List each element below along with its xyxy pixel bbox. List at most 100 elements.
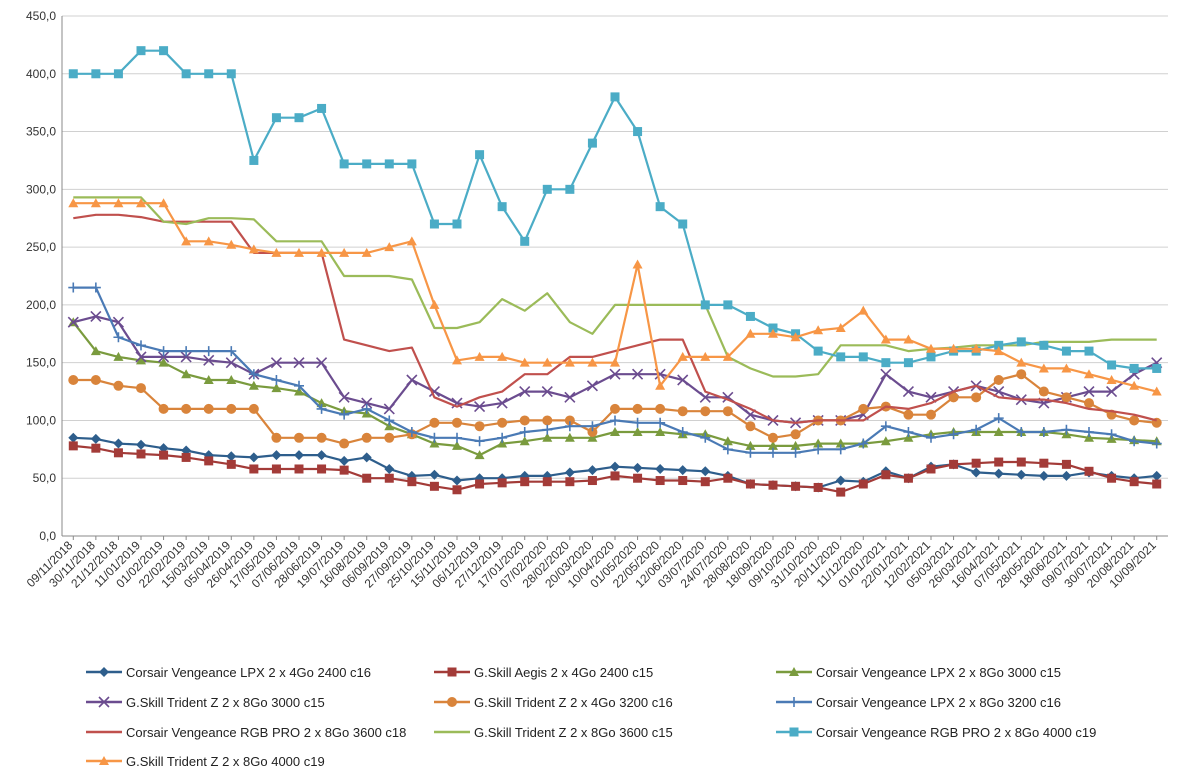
data-point [98, 696, 110, 708]
data-point [700, 351, 711, 361]
data-point [204, 456, 214, 466]
data-point [452, 485, 462, 495]
data-point [248, 380, 259, 390]
data-point [452, 432, 462, 443]
data-point [474, 351, 485, 361]
data-point [474, 421, 485, 432]
data-point [317, 103, 327, 113]
data-point [429, 481, 439, 491]
data-point [993, 375, 1004, 385]
data-point [361, 403, 372, 414]
data-point [789, 697, 799, 707]
data-point [1106, 429, 1117, 440]
data-point [587, 357, 598, 367]
data-point [655, 380, 666, 390]
y-tick-label: 300,0 [26, 182, 56, 196]
data-point [406, 374, 418, 386]
data-point [158, 351, 170, 363]
legend-label: Corsair Vengeance LPX 2 x 8Go 3200 c16 [816, 695, 1061, 710]
data-point [655, 403, 666, 414]
data-point [633, 127, 643, 137]
data-point [926, 409, 936, 420]
data-point [813, 482, 823, 492]
data-point [993, 346, 1004, 356]
data-point [520, 477, 530, 487]
series-group [68, 369, 1162, 449]
data-point [542, 477, 552, 487]
data-point [90, 310, 102, 323]
data-point [270, 357, 282, 369]
data-point [68, 198, 79, 208]
data-point [429, 417, 440, 428]
data-point [903, 473, 913, 483]
data-point [655, 476, 665, 486]
data-point [678, 476, 688, 486]
data-point [68, 282, 79, 293]
data-point [994, 457, 1004, 467]
data-point [158, 357, 169, 367]
data-point [722, 436, 733, 446]
data-point [1016, 369, 1027, 380]
data-point [655, 427, 666, 436]
data-point [564, 467, 575, 478]
data-point [447, 697, 457, 707]
data-point [610, 471, 620, 481]
data-point [835, 438, 846, 448]
data-point [632, 368, 644, 380]
data-point [768, 328, 778, 338]
data-point [587, 427, 598, 437]
data-point [632, 427, 643, 436]
data-point [1016, 357, 1027, 367]
data-point [1016, 469, 1027, 480]
data-point [294, 380, 304, 391]
data-point [948, 392, 959, 403]
legend-label: G.Skill Trident Z 2 x 8Go 4000 c19 [126, 754, 325, 769]
data-point [971, 343, 982, 353]
data-point [496, 397, 508, 409]
data-point [1038, 363, 1049, 373]
data-point [203, 346, 214, 357]
data-point [136, 383, 146, 394]
data-point [136, 198, 146, 208]
data-point [565, 477, 575, 487]
data-point [610, 427, 620, 436]
data-point [1129, 477, 1139, 487]
data-point [542, 432, 553, 442]
data-point [880, 368, 892, 380]
y-axis-ticks: 0,0 50,0 100,0 150,0 200,0 250,0 300,0 350,0 400… [26, 9, 56, 543]
legend-label: G.Skill Aegis 2 x 4Go 2400 c15 [474, 665, 653, 680]
data-point [926, 432, 936, 443]
data-point [768, 323, 778, 333]
data-point [768, 447, 778, 458]
data-point [113, 380, 124, 391]
data-point [880, 436, 891, 446]
data-point [1107, 473, 1117, 483]
data-point [1084, 369, 1094, 379]
series-group [68, 441, 1162, 497]
data-point [316, 247, 327, 257]
data-point [610, 415, 620, 426]
data-point [858, 352, 868, 362]
data-point [993, 468, 1004, 479]
data-point [248, 369, 259, 380]
data-point [181, 236, 192, 246]
data-point [99, 667, 109, 677]
data-point [447, 667, 457, 677]
data-point [90, 433, 101, 444]
data-point [384, 242, 395, 252]
data-point [339, 159, 349, 169]
data-point [1129, 380, 1140, 390]
data-point [407, 477, 417, 487]
data-point [565, 184, 575, 194]
legend: Corsair Vengeance LPX 2 x 4Go 2400 c16 G.… [86, 665, 1096, 769]
data-point [159, 450, 169, 460]
y-tick-label: 350,0 [26, 125, 56, 139]
data-point [610, 92, 620, 102]
data-point [745, 311, 755, 321]
data-point [316, 403, 327, 414]
data-point [294, 386, 304, 396]
data-point [180, 351, 192, 363]
data-point [1061, 346, 1071, 356]
data-point [429, 438, 440, 448]
data-point [564, 415, 575, 426]
